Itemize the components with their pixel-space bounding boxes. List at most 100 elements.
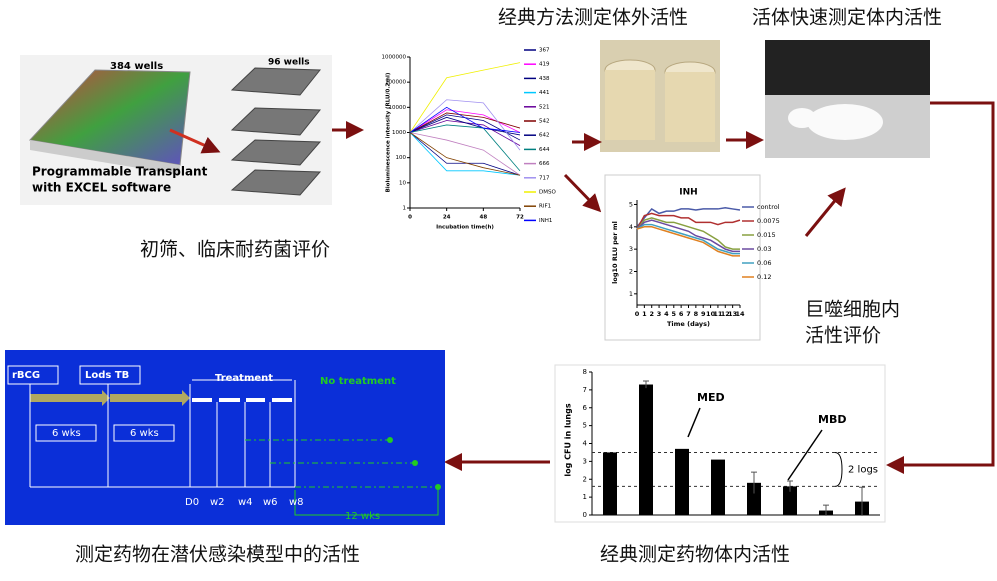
line [636,217,740,250]
legend-label: 0.0075 [757,217,780,225]
line [409,116,521,136]
x-tick-label: 0 [635,310,640,318]
x-tick-label: 13 [728,310,737,318]
legend-label: control [757,203,780,211]
legend-label: 419 [539,62,550,68]
legend-label: 438 [539,76,550,82]
x-tick-label: 8 [694,310,699,318]
caption: 巨噬细胞内 [805,299,900,321]
error-bar [823,504,829,516]
arrow-bar [110,394,182,402]
bracket [294,490,439,516]
label: 96 wells [268,58,310,68]
annotation: MED [697,391,725,404]
plate-96 [230,169,322,196]
x-tick-label: 9 [701,310,706,318]
mouse-head [788,108,816,128]
y-tick-label: 1000000 [382,55,407,61]
legend-label: 0.12 [757,273,771,281]
arrow-bar [30,394,102,402]
bar [639,384,653,515]
error-bar [751,471,757,494]
bar [675,448,689,515]
dish-stack [665,72,715,142]
line [409,106,521,133]
x-tick-label: 24 [443,215,451,221]
x-tick-label: 7 [686,310,691,318]
y-tick-label: 100 [396,155,407,161]
y-tick-label: 4 [629,223,633,231]
annotation-arrow [687,407,701,438]
y-tick-label: 1 [403,206,407,212]
caption: 经典测定药物体内活性 [600,544,790,566]
legend-label: INH1 [539,218,552,224]
chart-title: INH [679,188,697,198]
legend-label: 0.03 [757,245,771,253]
legend-label: 367 [539,48,550,54]
x-tick-label: 14 [735,310,745,318]
caption: 初筛、临床耐药菌评价 [140,239,330,261]
legend-label: DMSO [539,190,556,196]
legend-label: 0.06 [757,259,771,267]
label: rBCG [12,370,40,381]
line [409,132,521,176]
annotation-arrow [787,429,823,481]
bar [711,459,725,515]
label: Programmable Transplant [32,165,208,179]
y-tick-label: 3 [629,245,633,253]
arrow [804,187,846,237]
label: 12 wks [345,511,380,522]
y-tick-label: 4 [583,440,588,448]
y-tick-label: 5 [583,422,587,430]
y-tick-label: 10 [399,180,406,186]
legend-label: 717 [539,175,550,181]
label: No treatment [320,376,396,387]
brace [834,451,843,487]
legend-label: 642 [539,133,550,139]
error-bar [859,486,865,516]
y-tick-label: 7 [583,386,587,394]
line [409,99,521,151]
x-tick-label: 0 [408,215,412,221]
timeline-panel: rBCG Lods TB Treatment No treatment 6 wk… [5,350,445,525]
label: with EXCEL software [32,181,171,195]
annotation: 2 logs [848,464,878,475]
y-axis-label: log10 RLU per ml [611,221,619,284]
label: 384 wells [110,61,163,72]
arrow-head [182,390,190,406]
arrow [886,101,995,474]
caption: 测定药物在潜伏感染模型中的活性 [75,544,360,566]
line [409,109,521,133]
y-tick-label: 100000 [385,80,406,86]
x-axis-label: Incubation time(h) [436,225,494,231]
x-tick-label: 6 [679,310,684,318]
legend-label: 666 [539,161,550,167]
x-tick-label: 11 [713,310,723,318]
y-axis-label: log CFU in lungs [564,403,573,476]
y-tick-label: 3 [583,457,587,465]
line [636,219,740,253]
legend-label: 441 [539,90,550,96]
line [636,223,740,255]
y-tick-label: 6 [583,404,588,412]
box [113,424,175,442]
caption: 活性评价 [805,325,881,347]
mouse [807,104,883,140]
line [409,132,521,176]
line [636,207,741,228]
legend-label: 0.015 [757,231,776,239]
x-tick-label: 1 [642,310,647,318]
legend-label: 521 [539,104,550,110]
label: Lods TB [85,370,129,381]
line [409,62,521,133]
x-axis-label: Time (days) [667,320,710,328]
plate-side [30,140,180,175]
annotation: MBD [818,413,846,426]
y-tick-label: 1000 [392,130,406,136]
label: w4 [238,497,253,508]
dot [412,460,418,466]
label: w2 [210,497,225,508]
bar [603,452,617,515]
